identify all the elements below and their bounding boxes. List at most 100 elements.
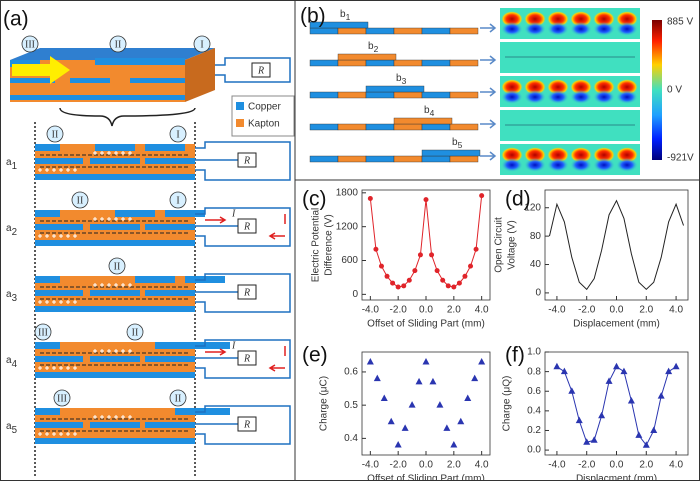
charge <box>100 283 104 287</box>
row-letter: b <box>452 137 458 148</box>
resistor <box>237 152 257 168</box>
charge <box>114 217 118 221</box>
row-letter: a <box>6 157 12 168</box>
numeral: II <box>77 195 84 206</box>
charge <box>128 283 132 287</box>
plot-frame <box>361 351 491 456</box>
point <box>387 417 395 425</box>
copper-top <box>35 342 60 349</box>
arrow <box>480 87 497 97</box>
point <box>627 397 635 404</box>
charge <box>114 415 118 419</box>
copper-mid <box>90 158 140 164</box>
charge <box>114 283 118 287</box>
y-tick-label: 0 <box>535 288 541 299</box>
numeral-circle <box>109 35 127 53</box>
point <box>575 416 583 424</box>
row-label: a3 <box>6 289 17 304</box>
copper-mid <box>35 224 83 230</box>
wire <box>195 339 291 379</box>
x-tick-label: 2.0 <box>447 460 461 471</box>
y-axis-label: Charge (μC) <box>319 376 330 431</box>
charge <box>52 300 56 304</box>
current-label: I <box>231 208 236 219</box>
x-tick-label: -2.0 <box>578 460 596 471</box>
row-letter: b <box>396 73 402 84</box>
row-label: a4 <box>6 355 18 370</box>
point <box>451 284 457 290</box>
copper-bottom <box>35 372 195 378</box>
x-tick-label: -4.0 <box>362 305 380 316</box>
strip-bottom <box>393 155 423 163</box>
point <box>380 394 388 402</box>
point <box>440 277 446 283</box>
strip-bottom <box>421 123 451 131</box>
y-axis-label: Charge (μQ) <box>502 376 513 432</box>
x-axis-label: Offset of Sliding Part (mm) <box>367 474 485 481</box>
current-arrow <box>205 214 286 240</box>
x-tick-label: 0.0 <box>419 460 433 471</box>
field-cold <box>547 158 569 172</box>
field-map <box>500 144 640 175</box>
charge <box>45 234 49 238</box>
row-letter: a <box>6 289 12 300</box>
copper-top <box>165 210 205 217</box>
charge <box>121 151 125 155</box>
field-cold <box>501 22 523 36</box>
charge <box>128 217 132 221</box>
charge <box>121 283 125 287</box>
block-top <box>10 48 215 60</box>
numeral-circle <box>169 389 187 407</box>
wire <box>195 405 291 445</box>
legend-swatch <box>236 119 244 127</box>
strip-bottom <box>393 91 423 99</box>
numeral: II <box>114 261 121 272</box>
arrow <box>12 56 70 84</box>
point <box>605 377 613 384</box>
strip-bottom <box>309 59 339 67</box>
point <box>423 197 429 203</box>
resistor <box>237 416 257 432</box>
charge <box>100 217 104 221</box>
row-label: b2 <box>368 41 379 55</box>
charge <box>100 349 104 353</box>
copper-mid <box>145 158 195 164</box>
point <box>384 273 390 279</box>
strip-bottom <box>337 27 367 35</box>
plot-frame <box>361 189 491 301</box>
numeral: III <box>38 327 48 338</box>
panel-label: (c) <box>302 188 327 211</box>
copper-mid <box>90 290 140 296</box>
charge <box>45 366 49 370</box>
point <box>412 268 418 274</box>
y-axis-label: Difference (V) <box>324 214 335 276</box>
field-cold <box>524 158 546 172</box>
charge <box>52 168 56 172</box>
point <box>367 195 373 201</box>
point <box>378 263 384 269</box>
point <box>553 362 561 370</box>
strip-bottom <box>449 155 479 163</box>
colorbar-label: -921V <box>667 153 694 164</box>
charge <box>38 300 42 304</box>
strip-top <box>309 21 369 29</box>
field-cold <box>616 22 638 36</box>
point <box>650 426 658 433</box>
point <box>406 277 412 283</box>
panel-label: (a) <box>3 8 29 31</box>
point <box>366 357 374 365</box>
point <box>373 374 381 382</box>
charge <box>73 300 77 304</box>
charge <box>93 151 97 155</box>
x-tick-label: 4.0 <box>669 460 683 471</box>
numeral: III <box>25 39 35 50</box>
strip-bottom <box>393 123 423 131</box>
x-tick-label: 2.0 <box>639 460 653 471</box>
point <box>635 431 643 438</box>
x-tick-label: 4.0 <box>475 460 489 471</box>
row-sub: 1 <box>12 161 17 172</box>
row-letter: b <box>424 105 430 116</box>
arrow <box>480 151 497 161</box>
